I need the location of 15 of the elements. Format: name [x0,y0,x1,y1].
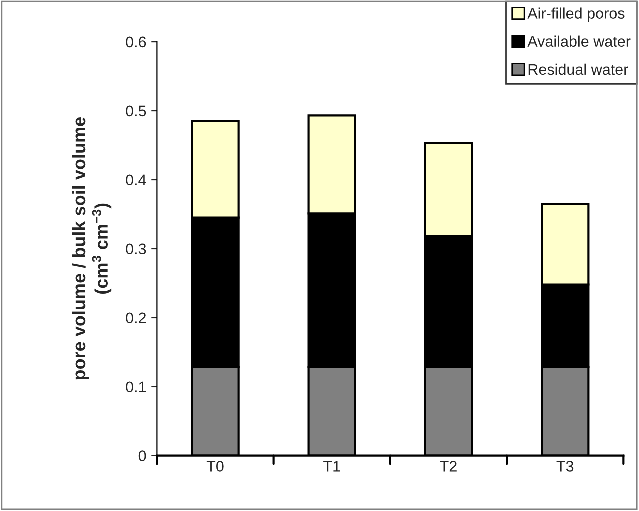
legend-label: Available water [528,36,631,48]
legend-label: Air-filled poros [528,8,625,22]
x-tick-label: T2 [440,461,457,472]
y-tick-label: 0.4 [126,174,146,186]
y-tick-label: 0.1 [126,382,146,393]
y-tick-label: 0.2 [126,312,146,324]
y-tick-label: 0.3 [126,244,146,255]
y-tick-label: 0 [138,450,146,462]
y-axis-title: pore volume / bulk soil volume (cm$^{3}$ cm$^{−3}$) [72,118,112,380]
x-tick-label: T3 [556,461,574,472]
y-tick-label: 0.5 [126,106,146,117]
x-tick-label: T0 [206,461,224,472]
legend-label: Residual water [528,64,628,76]
y-tick-label: 0.6 [126,36,146,48]
x-tick-label: T1 [324,461,340,472]
